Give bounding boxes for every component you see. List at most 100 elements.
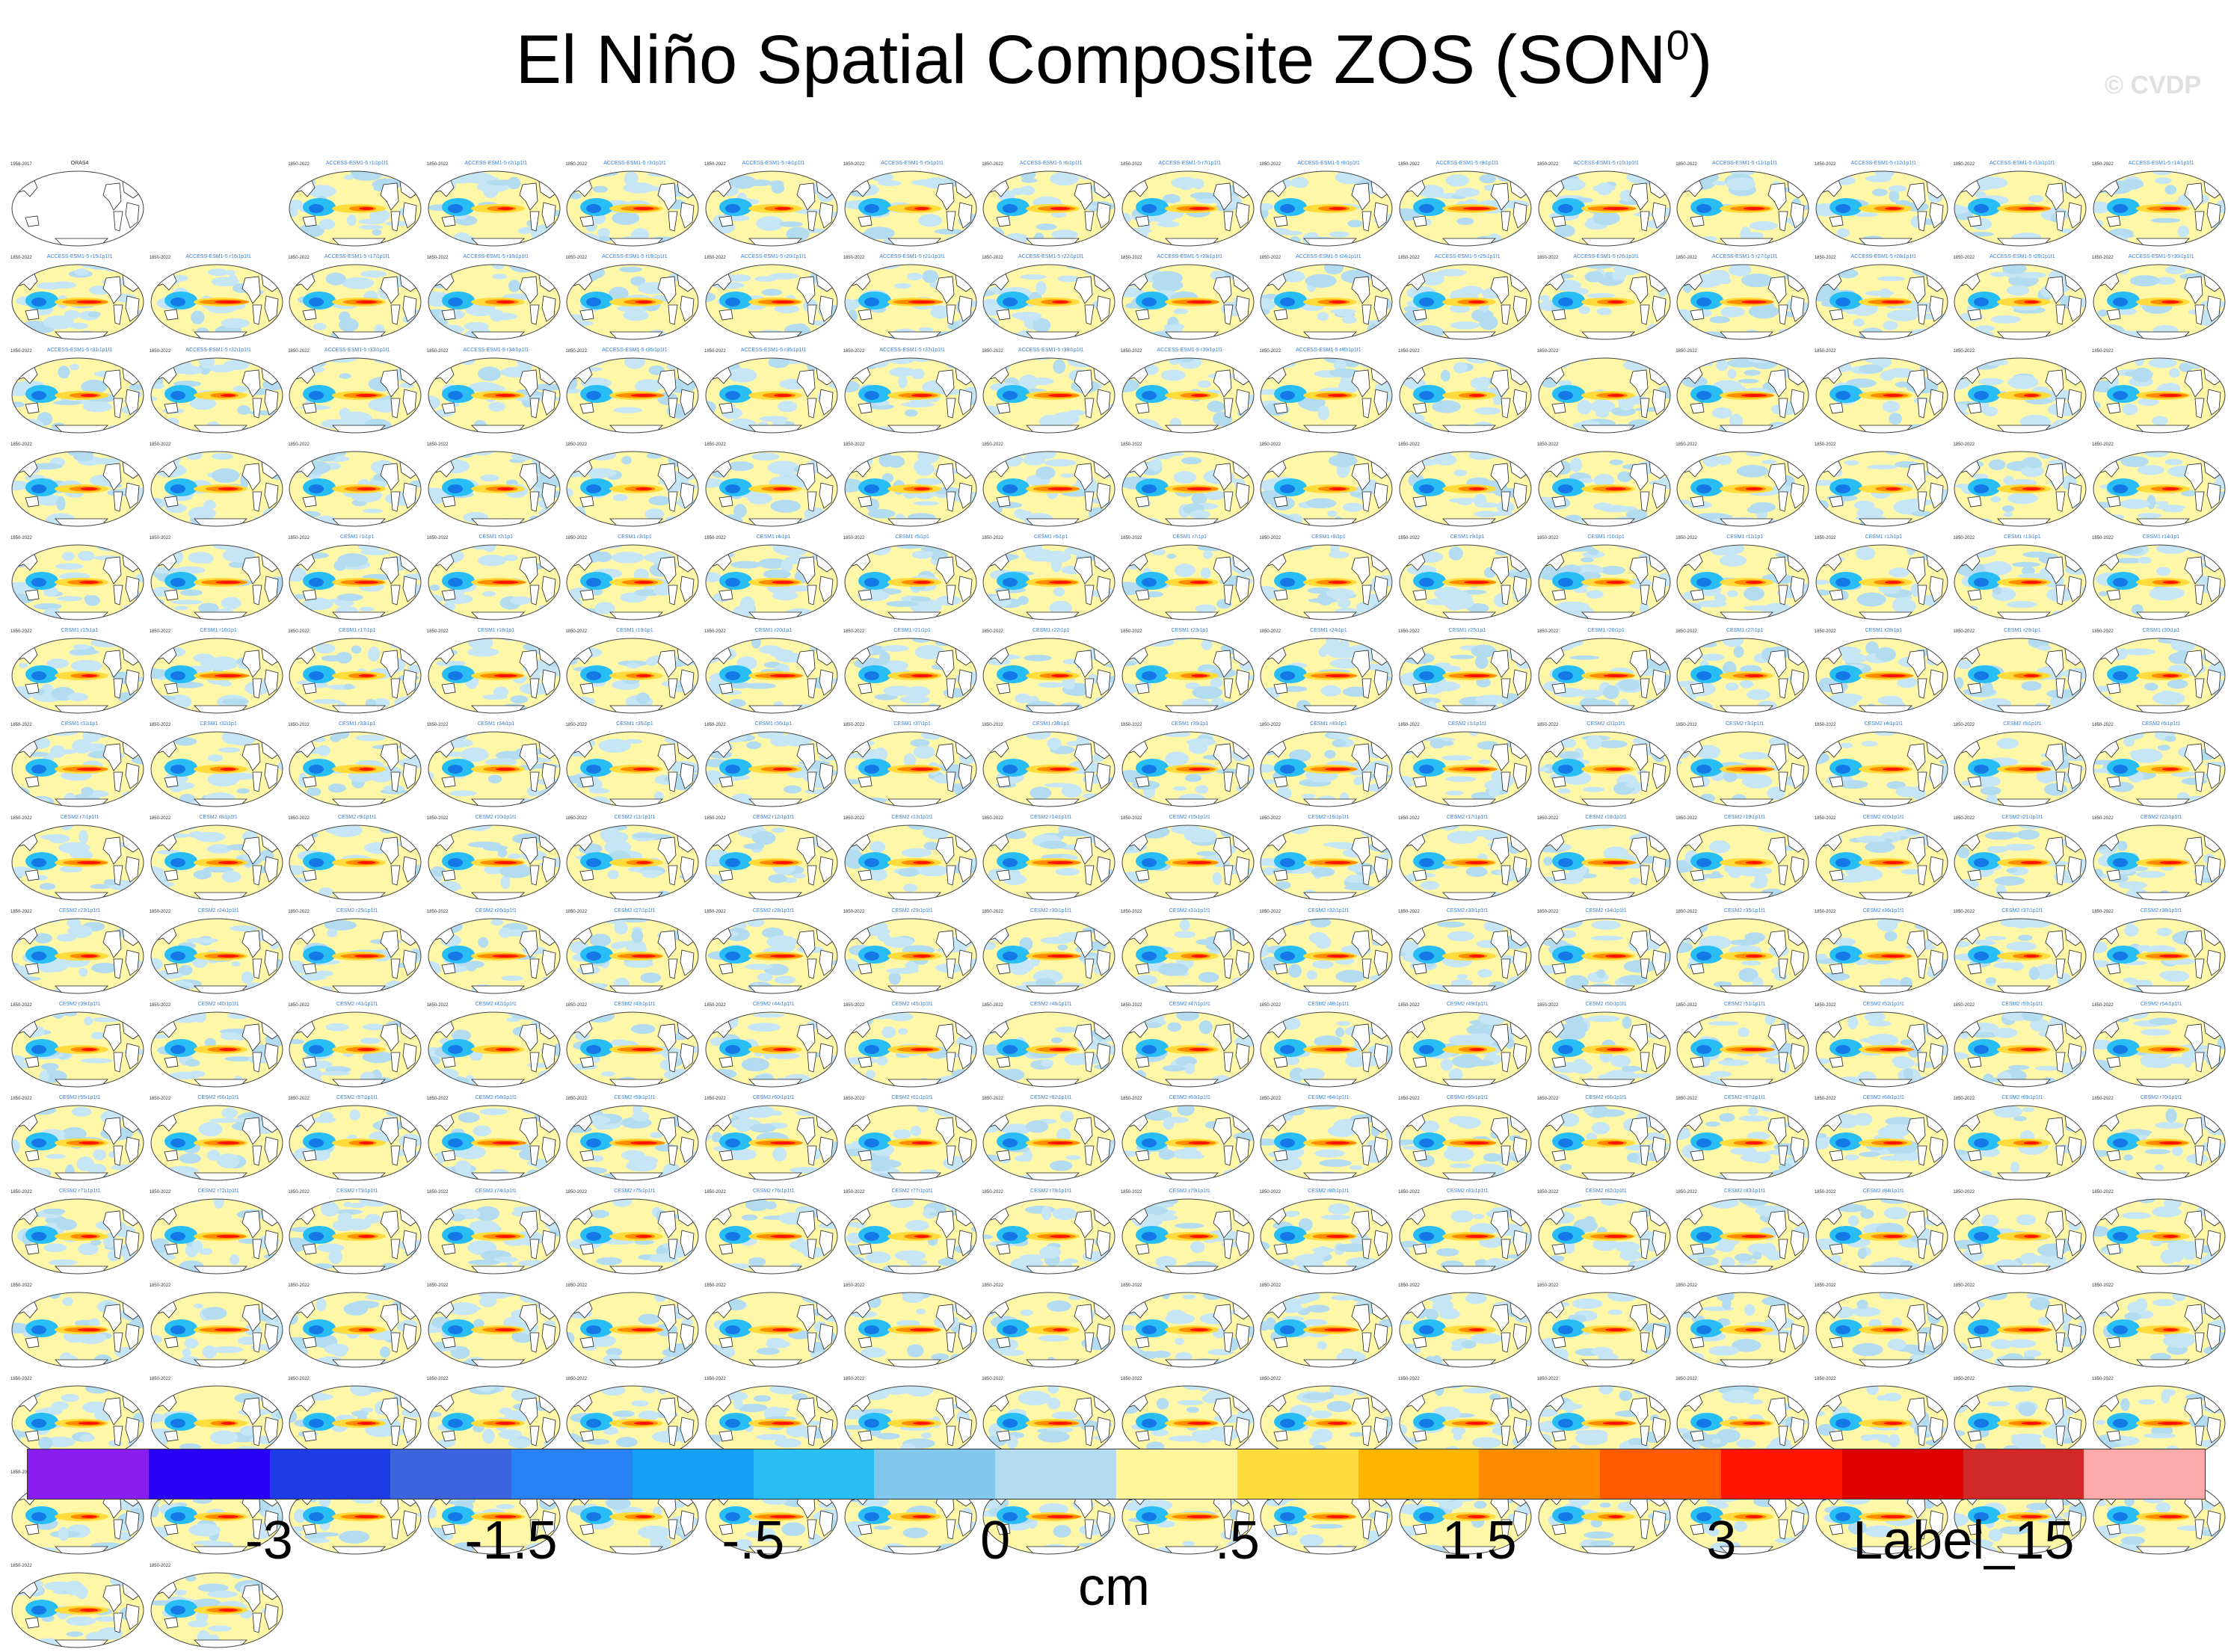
panel-years: 1850-2022 <box>1121 1377 1142 1381</box>
panel-title: CESM2 r10i1p1f1 <box>427 815 565 820</box>
panel-title: CESM2 r3i1p1f1 <box>1675 721 1814 727</box>
panel-title: CESM1 r40i1p1 <box>1259 721 1397 727</box>
world-map <box>704 355 839 436</box>
world-map <box>1815 729 1949 810</box>
model-map-panel: 1850-2022 <box>2092 1282 2228 1372</box>
model-map-panel: 1850-2022 <box>1815 1282 1953 1372</box>
panel-years: 1850-2022 <box>843 1377 865 1381</box>
panel-years: 1850-2022 <box>1121 443 1142 447</box>
world-map <box>1953 262 2087 342</box>
world-map <box>1259 262 1394 342</box>
world-map <box>1953 1103 2087 1183</box>
panel-title: CESM2 r58i1p1f1 <box>427 1095 565 1100</box>
model-map-panel: 1850-2022 <box>288 1282 426 1372</box>
panel-title: ACCESS-ESM1-5 r6i1p1f1 <box>982 161 1120 166</box>
world-map <box>1537 168 1672 249</box>
world-map <box>427 355 561 436</box>
panel-title: CESM1 r30i1p1 <box>2092 628 2228 633</box>
world-map <box>982 1196 1116 1277</box>
model-map-panel: 1850-2022 <box>150 441 288 531</box>
model-map-panel: 1850-2022 <box>1259 1282 1397 1372</box>
model-map-panel: 1850-2022 <box>288 441 426 531</box>
world-map <box>1675 542 1810 623</box>
world-map <box>1675 1196 1810 1277</box>
world-map <box>1259 542 1394 623</box>
world-map <box>1259 729 1394 810</box>
world-map <box>1953 916 2087 996</box>
panel-title: CESM2 r83i1p1f1 <box>1675 1189 1814 1194</box>
world-map <box>982 449 1116 529</box>
world-map <box>982 262 1116 342</box>
panel-title: CESM2 r23i1p1f1 <box>10 908 149 913</box>
world-map <box>288 1103 422 1183</box>
panel-years: 1850-2022 <box>1537 349 1559 354</box>
model-map-panel: 1850-2022 <box>1259 441 1397 531</box>
panel-years: 1850-2022 <box>1398 443 1420 447</box>
world-map <box>1259 355 1394 436</box>
panel-years: 1850-2022 <box>150 536 171 540</box>
panel-title: ACCESS-ESM1-5 r40i1p1f1 <box>1259 348 1397 353</box>
panel-years: 1850-2022 <box>1398 1377 1420 1381</box>
panel-years: 1850-2022 <box>2092 443 2114 447</box>
world-map <box>982 822 1116 903</box>
panel-title: CESM1 r14i1p1 <box>2092 534 2228 540</box>
world-map <box>427 916 561 996</box>
panel-title: CESM2 r2i1p1f1 <box>1537 721 1675 727</box>
world-map <box>704 168 839 249</box>
model-map-panel: 1850-2022 <box>1398 441 1536 531</box>
world-map <box>2092 449 2227 529</box>
world-map <box>427 542 561 623</box>
world-map <box>1537 1196 1672 1277</box>
panel-title: CESM2 r84i1p1f1 <box>1815 1189 1953 1194</box>
world-map <box>704 822 839 903</box>
world-map <box>565 449 700 529</box>
model-map-panel: 1850-2022 <box>1953 441 2091 531</box>
colorbar-swatch <box>511 1449 633 1499</box>
world-map <box>2092 1103 2227 1183</box>
panel-years: 1850-2022 <box>1675 1377 1697 1381</box>
panel-title: CESM2 r27i1p1f1 <box>565 908 704 913</box>
panel-title: CESM1 r4i1p1 <box>704 534 843 540</box>
world-map <box>1675 822 1810 903</box>
world-map <box>1675 355 1810 436</box>
panel-title: CESM2 r79i1p1f1 <box>1121 1189 1259 1194</box>
world-map <box>1398 729 1533 810</box>
panel-title: CESM2 r39i1p1f1 <box>10 1002 149 1007</box>
panel-title: ACCESS-ESM1-5 r31i1p1f1 <box>10 348 149 353</box>
world-map <box>150 355 284 436</box>
world-map <box>2092 262 2227 342</box>
world-map <box>1537 916 1672 996</box>
panel-years: 1850-2022 <box>1537 443 1559 447</box>
world-map <box>843 262 978 342</box>
panel-title: CESM1 r2i1p1 <box>427 534 565 540</box>
